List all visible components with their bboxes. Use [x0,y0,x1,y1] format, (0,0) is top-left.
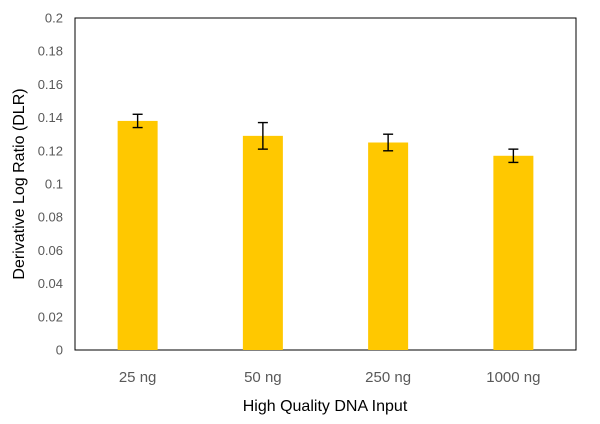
error-bar-250-ng [383,133,394,152]
y-axis-ticks: 0 0.02 0.04 0.06 0.08 0.1 0.12 0.14 0.16 0.18 0.2 [38,11,63,358]
error-bar-25-ng [132,113,143,129]
y-tick-label: 0.08 [38,210,63,225]
bar-250-ng [368,142,409,350]
x-axis-title: High Quality DNA Input [243,398,408,415]
y-tick-label: 0.16 [38,77,63,92]
bar-1000-ng [493,155,534,350]
x-category-label: 25 ng [119,369,157,386]
x-category-label: 250 ng [365,369,411,386]
x-axis-labels: 25 ng 50 ng 250 ng 1000 ng [119,369,541,386]
x-category-label: 1000 ng [486,369,540,386]
y-tick-label: 0.2 [45,11,63,26]
error-bar-50-ng [257,121,268,150]
y-tick-label: 0 [56,343,63,358]
bar-25-ng [117,120,158,350]
plot-area-frame [74,17,577,351]
y-tick-label: 0.12 [38,143,63,158]
error-bars [132,113,519,164]
y-tick-label: 0.04 [38,276,63,291]
y-axis-title: Derivative Log Ratio (DLR) [11,88,28,279]
bars [117,120,534,350]
y-tick-label: 0.06 [38,243,63,258]
x-category-label: 50 ng [244,369,282,386]
y-tick-label: 0.1 [45,177,63,192]
y-tick-label: 0.18 [38,44,63,59]
y-tick-label: 0.02 [38,309,63,324]
y-tick-label: 0.14 [38,110,63,125]
bar-50-ng [242,135,283,350]
error-bar-1000-ng [508,148,519,164]
